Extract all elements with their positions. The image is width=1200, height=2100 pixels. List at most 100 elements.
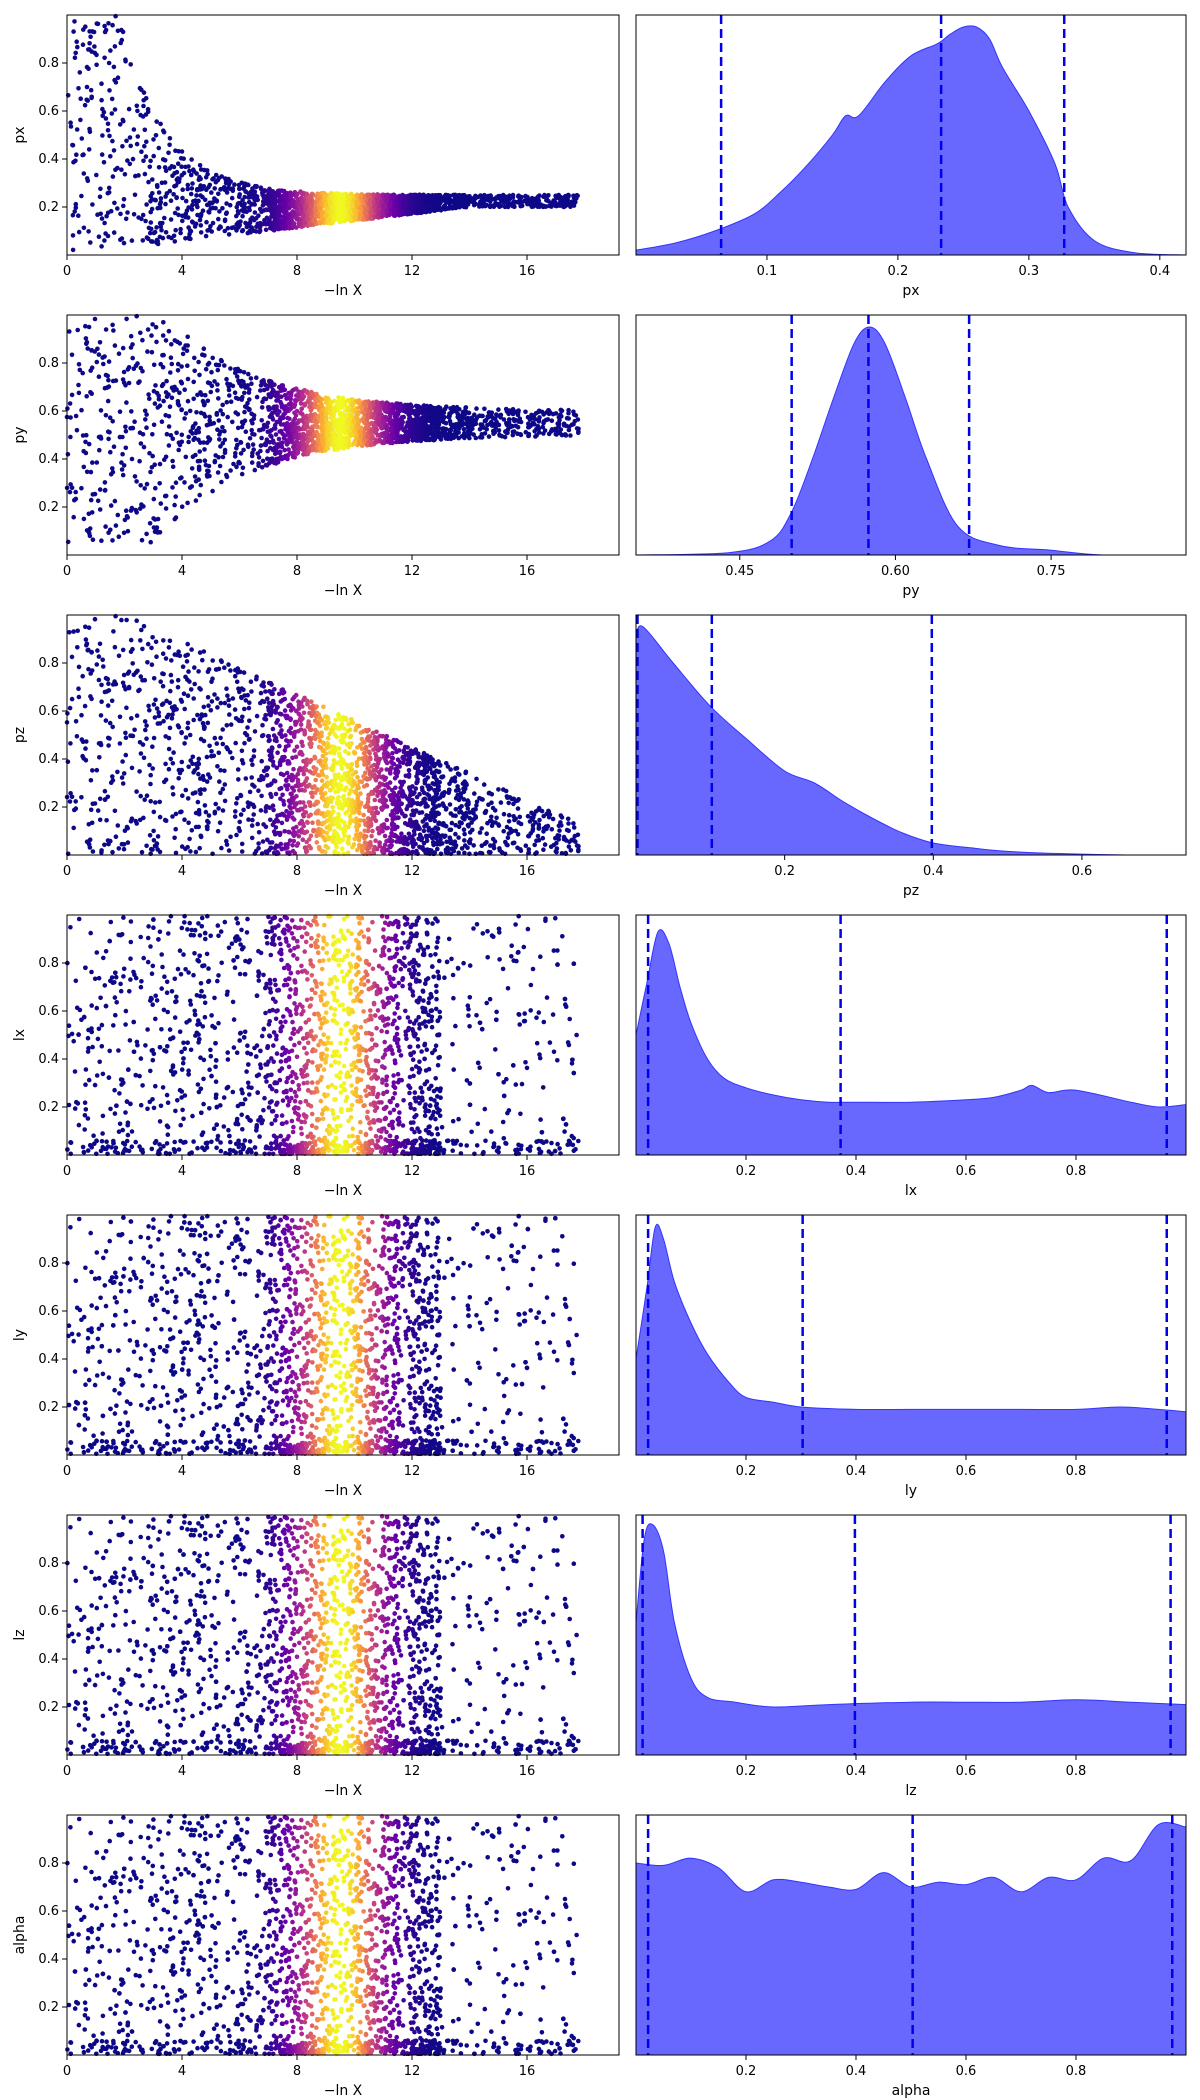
trace-point	[112, 498, 118, 504]
trace-point	[113, 523, 119, 528]
trace-point	[349, 203, 355, 209]
trace-point	[217, 463, 223, 469]
trace-point	[327, 404, 333, 409]
trace-point	[317, 446, 323, 452]
trace-point	[260, 203, 266, 208]
trace-point	[202, 167, 207, 173]
trace-point	[102, 220, 107, 226]
trace-point	[92, 316, 98, 322]
trace-point	[281, 188, 287, 194]
trace-point	[317, 205, 322, 211]
trace-point	[168, 217, 174, 222]
trace-point	[117, 122, 123, 127]
trace-point	[337, 436, 342, 442]
trace-point	[252, 467, 258, 473]
trace-panel-px: 0 4 8 12 160.20.40.60.8−ln Xpx	[12, 13, 620, 299]
trace-point	[254, 184, 259, 189]
trace-point	[518, 432, 524, 438]
trace-point	[89, 391, 94, 397]
trace-point	[73, 201, 79, 207]
trace-point	[278, 443, 284, 448]
trace-point	[170, 485, 175, 490]
trace-point	[74, 152, 79, 157]
trace-point	[212, 186, 217, 191]
trace-point	[119, 467, 125, 472]
trace-point	[265, 429, 271, 435]
trace-point	[65, 452, 71, 457]
trace-point	[284, 396, 289, 401]
trace-point	[249, 225, 255, 230]
trace-point	[501, 200, 507, 205]
posterior-density-area	[635, 326, 1186, 556]
trace-point	[562, 199, 568, 205]
trace-point	[193, 452, 198, 458]
trace-point	[374, 439, 379, 445]
trace-point	[180, 187, 185, 192]
trace-point	[144, 481, 150, 487]
trace-point	[101, 361, 106, 367]
trace-point	[300, 391, 305, 397]
trace-point	[198, 410, 204, 416]
trace-point	[549, 418, 555, 424]
trace-point	[261, 396, 267, 402]
trace-point	[258, 185, 264, 190]
trace-point	[436, 201, 442, 207]
trace-point	[168, 198, 174, 203]
trace-point	[224, 472, 229, 478]
trace-point	[76, 86, 81, 91]
trace-point	[341, 207, 347, 213]
trace-point	[357, 429, 363, 435]
trace-point	[67, 329, 72, 334]
trace-point	[90, 460, 95, 465]
trace-point	[176, 403, 182, 408]
trace-point	[108, 527, 113, 533]
trace-point	[81, 171, 87, 176]
trace-point	[363, 211, 368, 216]
trace-ylabel: px	[12, 126, 28, 143]
trace-point	[94, 21, 100, 26]
trace-point	[172, 338, 178, 343]
trace-point	[219, 479, 224, 485]
trace-point	[445, 206, 450, 211]
trace-point	[323, 202, 329, 208]
trace-point	[260, 458, 266, 464]
trace-point	[261, 422, 267, 428]
trace-point	[359, 405, 364, 411]
trace-point	[92, 349, 98, 354]
trace-point	[469, 199, 475, 204]
trace-point	[209, 200, 214, 206]
trace-point	[198, 230, 204, 235]
trace-point	[285, 440, 291, 446]
trace-point	[323, 417, 329, 423]
trace-point	[294, 216, 300, 222]
trace-point	[305, 400, 310, 405]
trace-point	[68, 120, 73, 125]
trace-point	[160, 353, 165, 358]
trace-point	[70, 233, 76, 238]
trace-point	[553, 194, 559, 199]
trace-point	[177, 442, 183, 448]
trace-point	[154, 339, 159, 345]
trace-point	[146, 179, 151, 185]
trace-point	[187, 485, 193, 490]
trace-point	[107, 133, 112, 139]
trace-point	[142, 171, 148, 177]
trace-point	[145, 349, 150, 354]
trace-point	[317, 220, 323, 225]
trace-point	[183, 198, 189, 204]
trace-point	[140, 432, 146, 437]
trace-point	[358, 205, 363, 211]
trace-point	[137, 506, 143, 511]
trace-point	[486, 434, 492, 439]
trace-point	[451, 404, 456, 410]
trace-point	[358, 434, 364, 440]
trace-point	[106, 436, 111, 442]
trace-point	[76, 382, 81, 388]
trace-point	[496, 407, 501, 412]
trace-point	[383, 407, 388, 412]
trace-point	[219, 174, 224, 179]
trace-point	[354, 425, 360, 431]
trace-point	[371, 413, 377, 418]
trace-point	[259, 209, 264, 215]
trace-point	[81, 448, 86, 454]
